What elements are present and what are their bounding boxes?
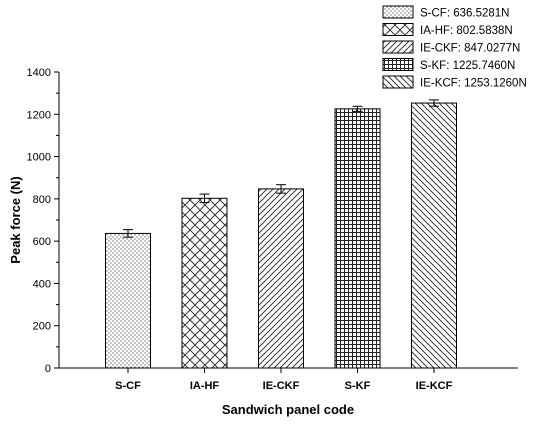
legend-swatch-ie-kcf (382, 75, 414, 89)
legend-swatch-ie-ckf (382, 40, 414, 54)
legend-swatch-s-cf (382, 5, 414, 19)
bar-ia-hf (181, 197, 228, 369)
y-tick-label: 400 (33, 278, 51, 290)
bar-ie-kcf (411, 102, 457, 369)
bar-ie-ckf (258, 188, 304, 369)
legend-label-ie-kcf: IE-KCF: 1253.1260N (420, 78, 527, 90)
y-tick-label: 1000 (27, 152, 51, 164)
y-tick-label: 200 (33, 321, 51, 333)
x-tick-label: S-KF (345, 380, 371, 392)
legend-swatch-s-kf (382, 58, 414, 71)
x-tick-label: IE-CKF (263, 380, 300, 392)
y-tick-label: 1200 (27, 109, 51, 121)
legend: S-CF: 636.5281N IA-HF: 802.5838N IE-CKF: 8… (382, 5, 527, 90)
x-axis-title: Sandwich panel code (222, 402, 354, 417)
bar-s-kf (334, 108, 381, 369)
y-tick-label: 600 (33, 236, 51, 248)
bar-s-cf (105, 232, 151, 369)
x-ticks: S-CF IA-HF IE-CKF S-KF IE-KCF (115, 368, 453, 392)
legend-label-ia-hf: IA-HF: 802.5838N (420, 25, 513, 37)
legend-label-ie-ckf: IE-CKF: 847.0277N (420, 43, 520, 55)
y-tick-label: 800 (33, 194, 51, 206)
legend-label-s-cf: S-CF: 636.5281N (420, 8, 510, 20)
legend-swatch-ia-hf (382, 23, 414, 36)
x-tick-label: S-CF (115, 380, 141, 392)
y-tick-label: 1400 (27, 67, 51, 79)
x-tick-label: IA-HF (190, 380, 220, 392)
x-tick-label: IE-KCF (416, 380, 453, 392)
y-ticks: 0 200 400 600 800 1000 1200 1400 (27, 67, 59, 375)
y-axis-title: Peak force (N) (8, 176, 23, 263)
legend-label-s-kf: S-KF: 1225.7460N (420, 60, 515, 72)
bars (105, 99, 457, 369)
y-tick-label: 0 (45, 363, 51, 375)
